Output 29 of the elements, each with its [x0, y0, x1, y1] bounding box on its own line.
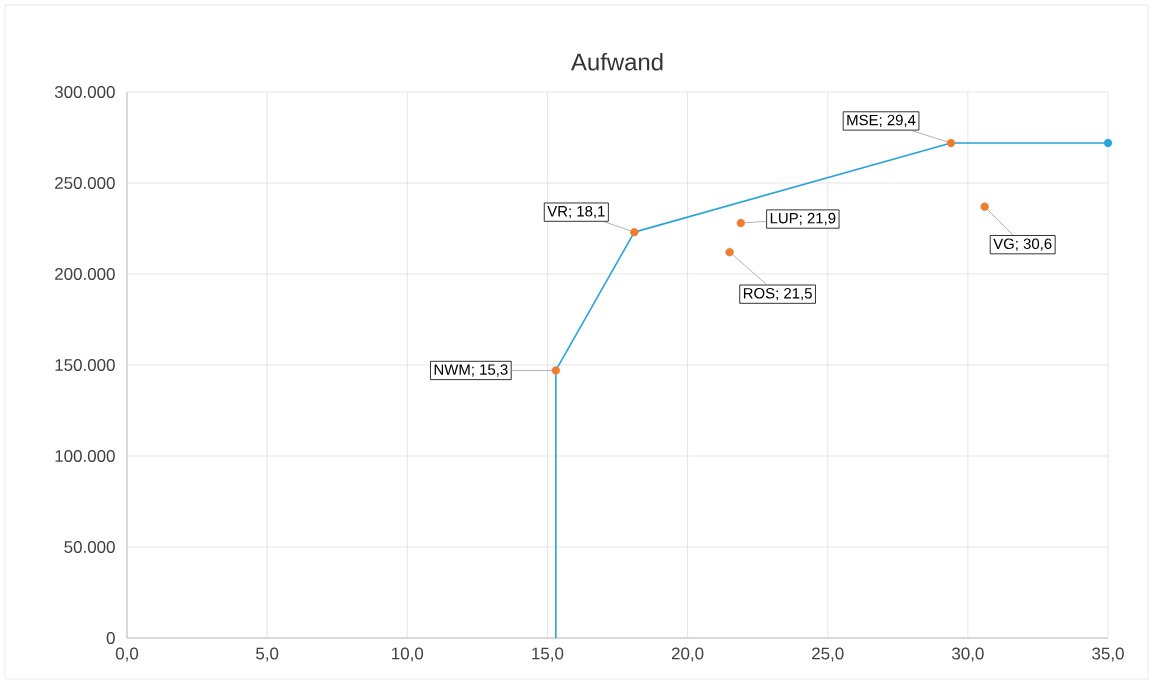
x-tick-label: 10,0 [392, 647, 424, 662]
point [946, 138, 956, 148]
x-tick-label: 35,0 [1092, 647, 1124, 662]
x-tick-label: 15,0 [532, 647, 564, 662]
x-tick-label: 30,0 [952, 647, 984, 662]
annotation: VR; 18,1 [547, 205, 605, 219]
point [1103, 138, 1113, 148]
y-tick-label: 50.000 [64, 541, 115, 553]
x-tick-label: 25,0 [812, 647, 844, 662]
annotation: ROS; 21,5 [743, 287, 812, 301]
point [736, 218, 746, 228]
point [725, 247, 734, 257]
x-tick-label: 0,0 [115, 647, 139, 662]
y-tick-label: 100.000 [55, 450, 115, 462]
point [630, 227, 639, 237]
chart-title: Aufwand [571, 52, 663, 71]
annotation: VG; 30,6 [993, 238, 1052, 251]
y-tick-label: 150.000 [55, 359, 115, 371]
y-tick-label: 0 [106, 632, 115, 644]
annotation: NWM; 15,3 [434, 364, 508, 377]
annotation: LUP; 21,9 [770, 212, 836, 226]
x-tick-label: 20,0 [671, 647, 704, 662]
y-tick-label: 250.000 [55, 177, 115, 189]
point [980, 202, 989, 211]
y-tick-label: 300.000 [54, 86, 115, 98]
x-tick-label: 5,0 [256, 647, 279, 662]
point [551, 366, 561, 375]
annotation: MSE; 29,4 [847, 114, 916, 128]
y-tick-label: 200.000 [55, 268, 115, 280]
